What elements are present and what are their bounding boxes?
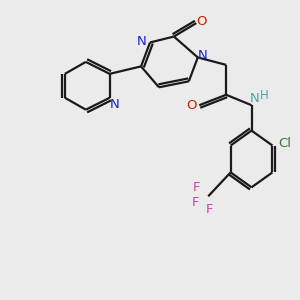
Text: O: O	[196, 15, 207, 28]
Text: F: F	[206, 203, 214, 216]
Text: N: N	[250, 92, 260, 105]
Text: H: H	[260, 89, 268, 102]
Text: F: F	[193, 181, 200, 194]
Text: N: N	[197, 50, 207, 62]
Text: F: F	[192, 196, 200, 209]
Text: Cl: Cl	[278, 136, 292, 150]
Text: N: N	[109, 98, 119, 111]
Text: N: N	[137, 34, 146, 47]
Text: O: O	[187, 99, 197, 112]
